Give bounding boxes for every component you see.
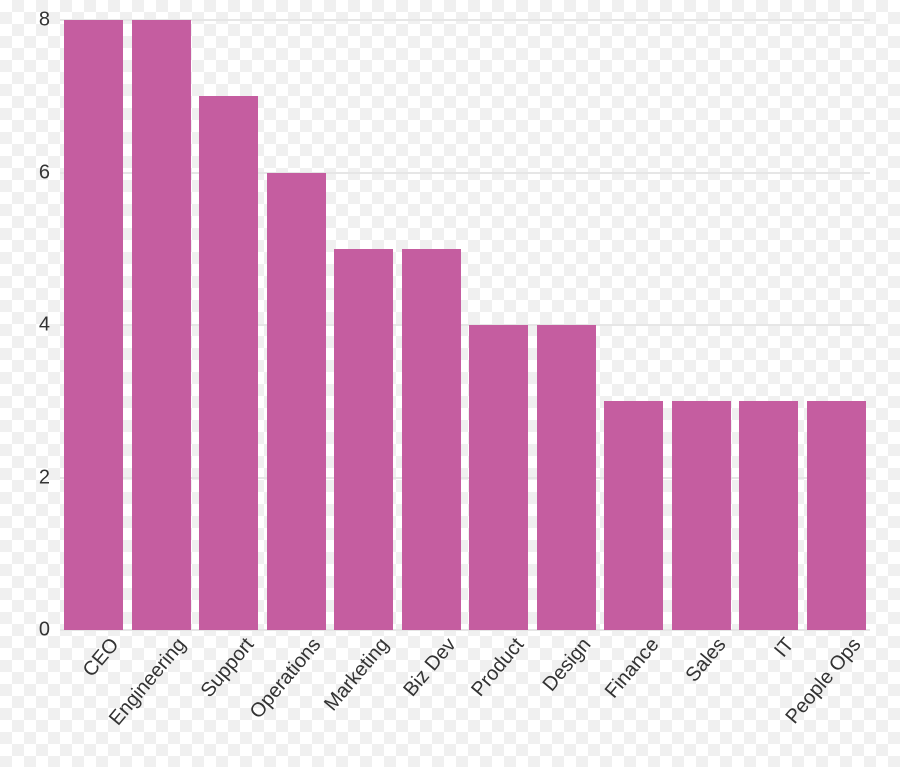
bar xyxy=(267,173,326,631)
bar xyxy=(469,325,528,630)
bar xyxy=(807,401,866,630)
y-axis-tick-label: 8 xyxy=(39,9,60,32)
bar xyxy=(402,249,461,630)
bar xyxy=(537,325,596,630)
bar xyxy=(334,249,393,630)
y-axis-tick-label: 6 xyxy=(39,161,60,184)
bar xyxy=(199,96,258,630)
bar xyxy=(739,401,798,630)
y-axis-tick-label: 2 xyxy=(39,466,60,489)
bar-chart: 02468CEOEngineeringSupportOperationsMark… xyxy=(0,0,900,767)
bar xyxy=(604,401,663,630)
bar xyxy=(672,401,731,630)
plot-area: 02468CEOEngineeringSupportOperationsMark… xyxy=(60,20,870,630)
bars-layer xyxy=(60,20,870,630)
bar xyxy=(64,20,123,630)
y-axis-tick-label: 4 xyxy=(39,314,60,337)
y-axis-tick-label: 0 xyxy=(39,619,60,642)
bar xyxy=(132,20,191,630)
